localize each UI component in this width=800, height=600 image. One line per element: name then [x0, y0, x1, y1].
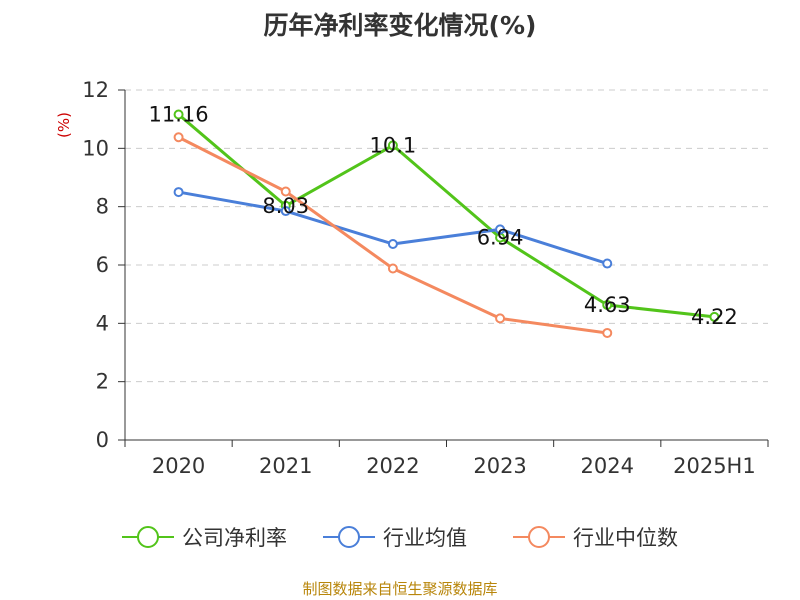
data-label: 10.1	[370, 133, 417, 157]
x-tick-label: 2020	[152, 454, 205, 478]
data-point	[173, 109, 184, 120]
y-tick-label: 8	[96, 195, 109, 219]
data-point	[387, 140, 398, 151]
series-line-1	[177, 113, 715, 319]
data-point	[387, 239, 398, 249]
axes: 0 2 4 6 8 10 12 2020 2021 2022 2023 2024 2025H1	[82, 78, 769, 478]
y-tick-label: 6	[96, 253, 109, 277]
data-point	[173, 187, 184, 198]
x-tick-label: 2022	[366, 454, 419, 478]
y-tick-label: 2	[96, 370, 109, 394]
data-point	[387, 263, 398, 274]
x-tick-label: 2021	[259, 454, 312, 478]
legend-marker	[528, 526, 550, 548]
x-tick-label: 2023	[473, 454, 526, 478]
data-point	[602, 299, 613, 310]
data-point	[602, 327, 613, 338]
data-point	[709, 311, 720, 322]
legend-label: 公司净利率	[182, 526, 287, 550]
source-note: 制图数据来自恒生聚源数据库	[302, 580, 497, 598]
chart-title: 历年净利率变化情况(%)	[264, 11, 537, 40]
data-labels: 11.16 8.03 10.1 6.94 4.63 4.22	[149, 103, 738, 329]
x-tick-label: 2024	[581, 454, 634, 478]
y-tick-label: 4	[96, 311, 109, 335]
y-unit-label: (%)	[55, 112, 73, 138]
data-point	[280, 206, 291, 217]
data-point	[495, 224, 506, 235]
legend-label: 行业均值	[383, 526, 467, 550]
data-point	[280, 186, 291, 197]
legend-label: 行业中位数	[573, 526, 678, 550]
x-tick-label: 2025H1	[673, 454, 756, 478]
y-tick-label: 0	[96, 428, 109, 452]
legend: 公司净利率 行业均值 行业中位数	[122, 526, 678, 550]
data-point	[173, 132, 184, 143]
series-layer	[173, 109, 720, 338]
data-label: 4.22	[691, 305, 738, 329]
series-line-2	[178, 190, 608, 265]
data-label: 4.63	[584, 293, 631, 317]
y-tick-label: 10	[82, 136, 109, 160]
data-point	[602, 258, 613, 269]
data-point	[495, 313, 506, 324]
legend-marker	[338, 526, 360, 548]
data-label: 11.16	[149, 103, 209, 127]
data-label: 6.94	[477, 226, 524, 250]
legend-marker	[137, 526, 159, 548]
y-tick-label: 12	[82, 78, 109, 102]
grid-lines	[125, 89, 768, 383]
data-label: 8.03	[262, 194, 309, 218]
series-line-3	[177, 135, 608, 335]
